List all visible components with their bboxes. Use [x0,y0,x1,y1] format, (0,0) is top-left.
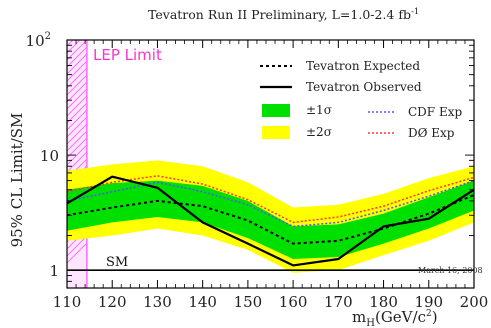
lep-hatch-line [67,53,87,75]
lep-hatch-line [67,0,87,4]
x-tick-label: 200 [460,293,489,311]
lep-hatch-line [67,5,87,25]
lep-hatch-line [67,67,87,89]
lep-hatch-line [67,40,87,61]
legend: Tevatron Expected Tevatron Observed ±1σ … [260,59,462,140]
legend-label-cdf: CDF Exp [408,105,462,119]
observed-line [66,175,475,267]
legend-label-expected: Tevatron Expected [306,59,420,73]
y-tick-label: 10 [40,147,59,165]
sigma-bands [67,160,474,273]
lep-hatch-line [67,74,87,96]
x-tick-label: 170 [324,293,353,311]
lep-hatch-line [67,40,74,47]
plot-border [66,39,475,289]
legend-label-1sigma: ±1σ [306,103,332,117]
legend-swatch-2sigma [262,126,290,139]
x-tick-label: 110 [53,293,82,311]
y-axis-label: 95% CL Limit/SM [8,113,26,248]
date-label: March 16, 2008 [418,266,483,275]
x-tick-label: 140 [188,293,217,311]
cdf-exp-line [66,179,475,228]
lep-hatch-line [67,123,87,145]
x-axis-label: mH(GeV/c2) [352,308,438,328]
legend-label-2sigma: ±2σ [306,125,332,139]
lep-hatch-line [67,60,87,82]
band-1sigma [67,180,474,260]
lep-hatch-line [67,144,87,166]
legend-swatch-1sigma [262,104,290,117]
x-tick-label: 150 [234,293,263,311]
lep-hatch-line [67,88,87,110]
y-tick-label: 102 [26,31,51,50]
expected-line [66,194,475,245]
x-tick-label: 130 [143,293,172,311]
lep-hatch-line [67,116,87,138]
lep-hatch-line [67,40,81,54]
lep-hatch-line [67,0,87,11]
x-tick-label: 180 [369,293,398,311]
chart-title-superscript: -1 [411,7,419,17]
lep-hatch-line [67,130,87,152]
lep-hatch-line [67,19,87,39]
lep-hatch-line [67,109,87,131]
chart-title: Tevatron Run II Preliminary, L=1.0-2.4 f… [148,7,419,22]
plot-frame [66,39,475,289]
lep-hatch-line [67,46,87,68]
lep-hatch-line [67,137,87,159]
lep-hatch-line [67,95,87,117]
lep-hatch-line [67,0,87,18]
x-tick-label: 190 [414,293,443,311]
lep-hatch-line [67,102,87,124]
sm-label: SM [106,255,128,270]
legend-label-observed: Tevatron Observed [306,80,422,94]
lep-limit-label: LEP Limit [93,46,162,64]
x-tick-label: 120 [98,293,127,311]
d0-exp-line [66,175,475,224]
x-axis-label-subscript: H [366,318,375,328]
lep-hatch-line [67,12,87,32]
lep-hatch-line [67,242,87,264]
lep-hatch-line [67,81,87,103]
legend-label-d0: DØ Exp [408,126,455,140]
lep-hatch-line [67,235,87,257]
limit-curves [66,175,475,267]
lep-region-fill [67,40,87,288]
y-tick-label: 1 [49,262,59,280]
lep-excluded-region [67,0,88,288]
lep-hatch-line [67,151,87,173]
x-tick-label: 160 [279,293,308,311]
